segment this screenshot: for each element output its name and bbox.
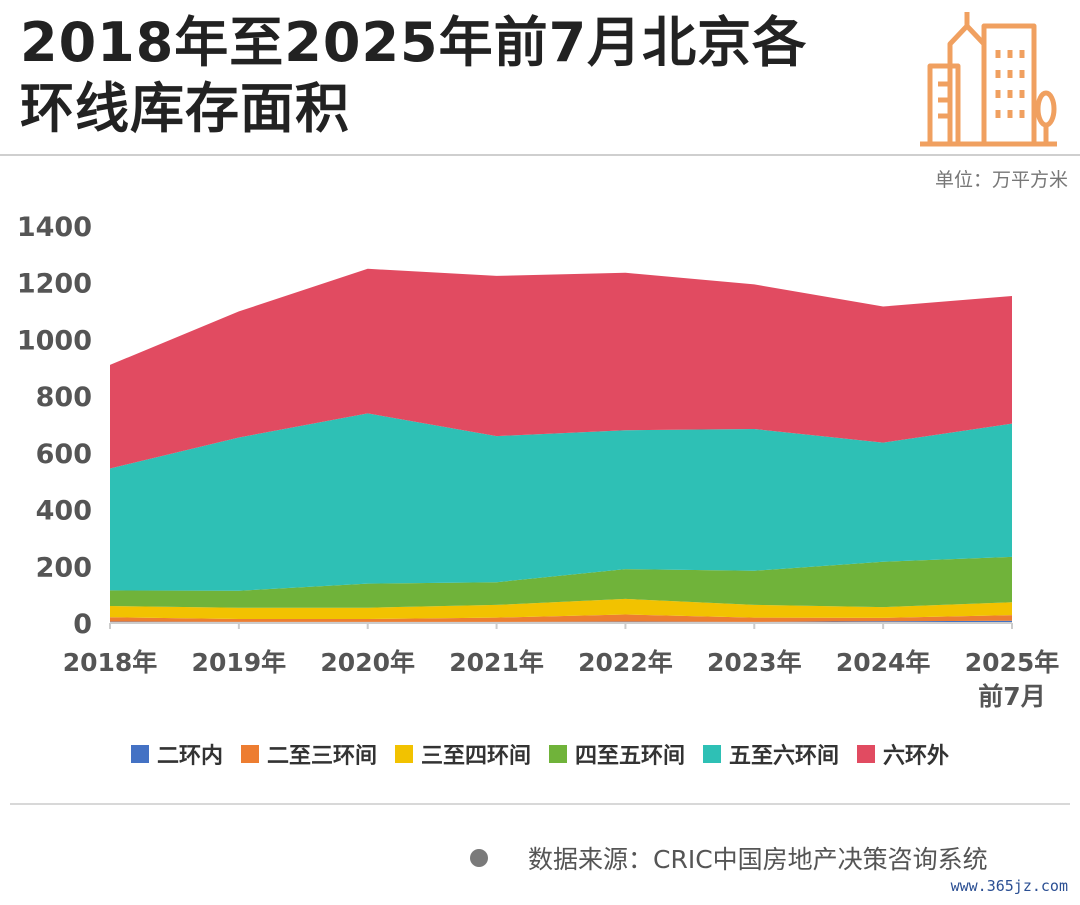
x-tick-label: 2025年 [965, 648, 1060, 677]
x-tick-label: 2024年 [836, 648, 931, 677]
stacked-area-chart: 0 200 400 600 800 1000 1200 1400 2018年 2019年 2020年… [17, 212, 1060, 711]
site-watermark: www.365jz.com [950, 877, 1068, 895]
x-tick-label: 2018年 [63, 648, 158, 677]
area-series-5 [110, 268, 1012, 469]
x-tick-label: 2020年 [320, 648, 415, 677]
legend: 二环内 二至三环间 三至四环间 四至五环间 五至六环间 六环外 [0, 738, 1080, 770]
y-tick-label: 200 [36, 552, 92, 583]
y-tick-label: 1200 [17, 269, 92, 300]
area-series-1 [110, 614, 1012, 622]
y-tick-label: 0 [73, 609, 92, 640]
y-tick-label: 800 [36, 382, 92, 413]
area-series-2 [110, 598, 1012, 619]
y-tick-label: 600 [36, 439, 92, 470]
buildings-icon [920, 12, 1057, 147]
area-series-4 [110, 413, 1012, 591]
bullet-dot-icon [470, 849, 488, 867]
legend-swatch [240, 745, 259, 763]
legend-item: 六环外 [857, 738, 949, 770]
y-tick-label: 1000 [17, 325, 92, 356]
source-text: 数据来源：CRIC中国房地产决策咨询系统 [528, 845, 988, 874]
legend-swatch [857, 745, 876, 763]
legend-label: 二至三环间 [266, 744, 377, 769]
legend-item: 二环内 [130, 738, 223, 770]
x-tick-label: 2023年 [707, 648, 802, 677]
legend-label: 二环内 [156, 744, 223, 769]
legend-swatch [394, 745, 413, 763]
x-tick-label: 2022年 [578, 648, 673, 677]
legend-label: 四至五环间 [575, 744, 686, 769]
legend-label: 六环外 [883, 744, 950, 769]
x-tick-label: 前7月 [978, 682, 1045, 711]
title-line-1: 2018年至2025年前7月北京各 [20, 11, 808, 74]
legend-swatch [130, 745, 149, 763]
chart-title: 2018年至2025年前7月北京各 环线库存面积 [20, 10, 900, 142]
y-tick-label: 400 [36, 496, 92, 527]
legend-item: 三至四环间 [394, 738, 531, 770]
area-series-3 [110, 556, 1012, 608]
legend-item: 四至五环间 [549, 738, 685, 770]
x-tick-label: 2019年 [192, 648, 287, 677]
legend-item: 五至六环间 [703, 738, 839, 770]
footer-divider [10, 803, 1070, 805]
title-divider [0, 154, 1080, 156]
legend-label: 五至六环间 [729, 744, 840, 769]
x-tick-label: 2021年 [449, 648, 544, 677]
legend-swatch [703, 745, 722, 763]
legend-item: 二至三环间 [240, 738, 377, 770]
title-line-2: 环线库存面积 [20, 77, 350, 140]
legend-swatch [549, 745, 567, 763]
unit-label: 单位：万平方米 [934, 169, 1068, 191]
legend-label: 三至四环间 [420, 744, 531, 769]
source-note: 数据来源：CRIC中国房地产决策咨询系统 [470, 840, 988, 876]
y-tick-label: 1400 [17, 212, 92, 243]
